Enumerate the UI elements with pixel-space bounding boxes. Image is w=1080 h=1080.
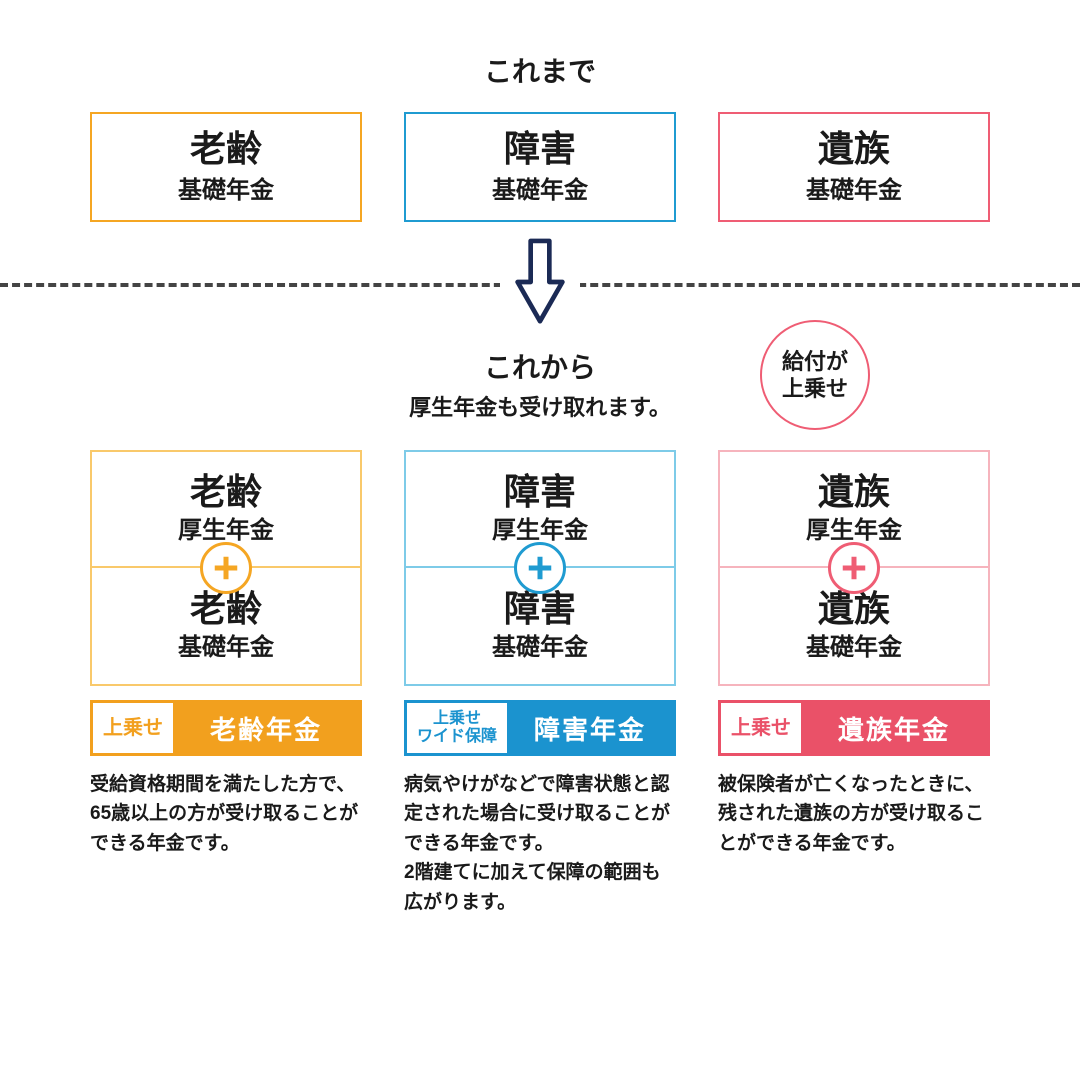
summary-tag-left: 上乗せ [93, 703, 173, 753]
kosei-title: 障害 [504, 473, 576, 511]
section-label-after-zone: これから 厚生年金も受け取れます。 給付が 上乗せ [70, 346, 1010, 422]
plus-icon [200, 542, 252, 594]
pension-description: 被保険者が亡くなったときに、残された遺族の方が受け取ることができる年金です。 [718, 770, 990, 858]
pension-stack: 障害厚生年金障害基礎年金 [404, 450, 676, 686]
pension-description: 病気やけがなどで障害状態と認定された場合に受け取ることができる年金です。 2階建… [404, 770, 676, 917]
before-box-0: 老齢基礎年金 [90, 112, 362, 222]
before-box-title: 老齢 [190, 129, 262, 169]
after-columns: 老齢厚生年金老齢基礎年金上乗せ老齢年金受給資格期間を満たした方で、65歳以上の方… [70, 450, 1010, 917]
section-label-before: これまで [70, 50, 1010, 90]
pension-description: 受給資格期間を満たした方で、65歳以上の方が受け取ることができる年金です。 [90, 770, 362, 858]
summary-tag-left: 上乗せ [721, 703, 801, 753]
pension-column-survivor: 遺族厚生年金遺族基礎年金上乗せ遺族年金被保険者が亡くなったときに、残された遺族の… [718, 450, 990, 917]
pension-stack: 老齢厚生年金老齢基礎年金 [90, 450, 362, 686]
summary-tag-right: 老齢年金 [173, 703, 359, 753]
summary-tag-right: 障害年金 [507, 703, 673, 753]
kiso-title: 遺族 [818, 590, 890, 628]
kiso-sub: 基礎年金 [492, 627, 588, 662]
kiso-title: 障害 [504, 590, 576, 628]
divider-zone [70, 230, 1010, 340]
pension-stack: 遺族厚生年金遺族基礎年金 [718, 450, 990, 686]
before-box-subtitle: 基礎年金 [178, 170, 274, 205]
kiso-title: 老齢 [190, 590, 262, 628]
section-sublabel-after: 厚生年金も受け取れます。 [70, 390, 1010, 422]
kosei-sub: 厚生年金 [178, 510, 274, 545]
kiso-sub: 基礎年金 [806, 627, 902, 662]
before-box-subtitle: 基礎年金 [806, 170, 902, 205]
kiso-sub: 基礎年金 [178, 627, 274, 662]
plus-icon [828, 542, 880, 594]
summary-tag: 上乗せ ワイド保障障害年金 [404, 700, 676, 756]
before-box-title: 遺族 [818, 129, 890, 169]
summary-tag: 上乗せ老齢年金 [90, 700, 362, 756]
kosei-title: 遺族 [818, 473, 890, 511]
summary-tag-left: 上乗せ ワイド保障 [407, 703, 507, 753]
kosei-title: 老齢 [190, 473, 262, 511]
plus-icon [514, 542, 566, 594]
before-box-title: 障害 [504, 129, 576, 169]
before-box-subtitle: 基礎年金 [492, 170, 588, 205]
benefit-extra-badge: 給付が 上乗せ [760, 320, 870, 430]
before-box-2: 遺族基礎年金 [718, 112, 990, 222]
before-boxes-row: 老齢基礎年金障害基礎年金遺族基礎年金 [70, 112, 1010, 222]
before-box-1: 障害基礎年金 [404, 112, 676, 222]
summary-tag-right: 遺族年金 [801, 703, 987, 753]
down-arrow-icon [500, 222, 580, 342]
kosei-sub: 厚生年金 [806, 510, 902, 545]
kosei-sub: 厚生年金 [492, 510, 588, 545]
summary-tag: 上乗せ遺族年金 [718, 700, 990, 756]
pension-column-disability: 障害厚生年金障害基礎年金上乗せ ワイド保障障害年金病気やけがなどで障害状態と認定… [404, 450, 676, 917]
pension-column-old-age: 老齢厚生年金老齢基礎年金上乗せ老齢年金受給資格期間を満たした方で、65歳以上の方… [90, 450, 362, 917]
